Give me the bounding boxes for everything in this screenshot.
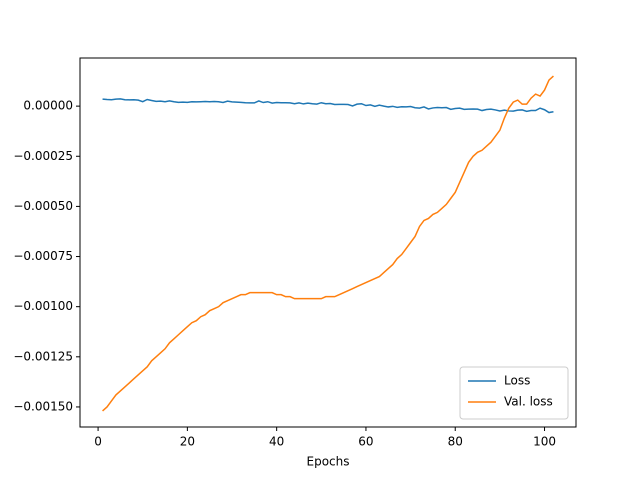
axes-frame xyxy=(79,57,577,428)
y-tick-label: −0.00075 xyxy=(13,249,73,263)
y-tick-label: −0.00150 xyxy=(13,399,73,413)
series-line xyxy=(102,98,554,114)
legend-label: Loss xyxy=(504,374,530,388)
x-tick-label: 40 xyxy=(269,435,284,449)
x-tick-label: 80 xyxy=(448,435,463,449)
x-axis-label: Epochs xyxy=(307,455,350,469)
series-line xyxy=(102,75,554,412)
x-tick-label: 20 xyxy=(180,435,195,449)
y-tick-label: −0.00125 xyxy=(13,349,73,363)
x-tick-label: 0 xyxy=(94,435,102,449)
x-tick-label: 100 xyxy=(533,435,556,449)
y-tick-label: −0.00100 xyxy=(13,299,73,313)
legend-label: Val. loss xyxy=(504,395,553,409)
legend-box xyxy=(459,366,569,420)
y-tick-label: −0.00025 xyxy=(13,149,73,163)
y-tick-label: 0.00000 xyxy=(23,99,73,113)
x-tick-label: 60 xyxy=(358,435,373,449)
y-tick-label: −0.00050 xyxy=(13,199,73,213)
